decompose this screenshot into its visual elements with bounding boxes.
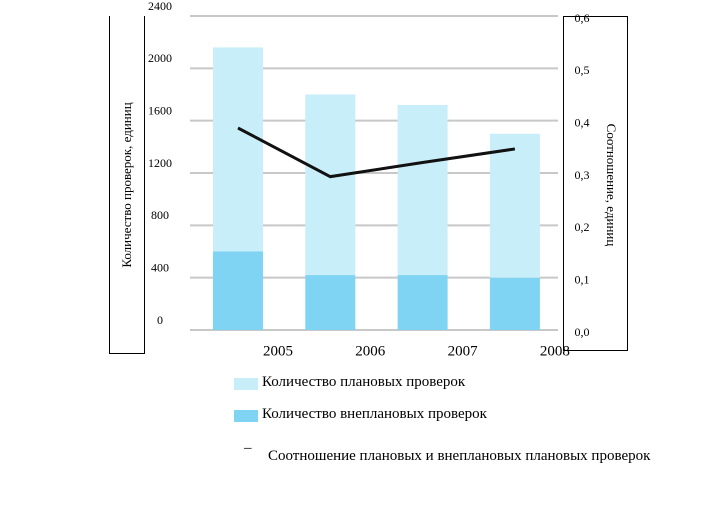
y-tick-label: 0 [157, 313, 163, 327]
x-tick-label: 2008 [540, 343, 570, 359]
y2-tick-label: 0,1 [575, 272, 590, 286]
y2-tick-label: 0,3 [575, 168, 590, 182]
legend-swatch [234, 378, 258, 390]
y2-tick-label: 0,4 [575, 115, 590, 129]
y2-axis-label: Соотношение, единиц [604, 124, 619, 247]
y2-tick-label: 0,6 [575, 11, 590, 25]
line-series [237, 126, 516, 179]
legend-label: Соотношение плановых и внеплановых плано… [268, 448, 651, 464]
legend-label: Количество плановых проверок [262, 374, 466, 390]
legend-label: Количество внеплановых проверок [262, 406, 487, 422]
y-tick-label: 2400 [148, 0, 172, 13]
chart: Количество проверок, единиц Соотношение,… [109, 0, 628, 359]
bar [213, 47, 263, 252]
y2-tick-label: 0,0 [575, 325, 590, 339]
y2-tick-label: 0,5 [575, 63, 590, 77]
x-tick-label: 2007 [448, 343, 479, 359]
frame [109, 16, 628, 354]
y-tick-label: 800 [151, 208, 169, 222]
y-tick-label: 1200 [148, 156, 172, 170]
x-tick-label: 2006 [355, 343, 386, 359]
bar [489, 277, 540, 330]
y-tick-label: 1600 [148, 103, 172, 117]
bar [397, 275, 448, 330]
y-tick-label: 400 [151, 260, 169, 274]
y-axis-label: Количество проверок, единиц [119, 102, 134, 267]
y-tick-label: 2000 [148, 51, 172, 65]
y2-tick-label: 0,2 [575, 220, 590, 234]
bar [213, 251, 263, 330]
bar [489, 133, 540, 278]
x-tick-label: 2005 [263, 343, 293, 359]
bar [397, 104, 448, 276]
legend-swatch [234, 410, 258, 422]
bar [305, 94, 356, 276]
bar [305, 275, 356, 330]
legend-dash: – [244, 440, 252, 456]
